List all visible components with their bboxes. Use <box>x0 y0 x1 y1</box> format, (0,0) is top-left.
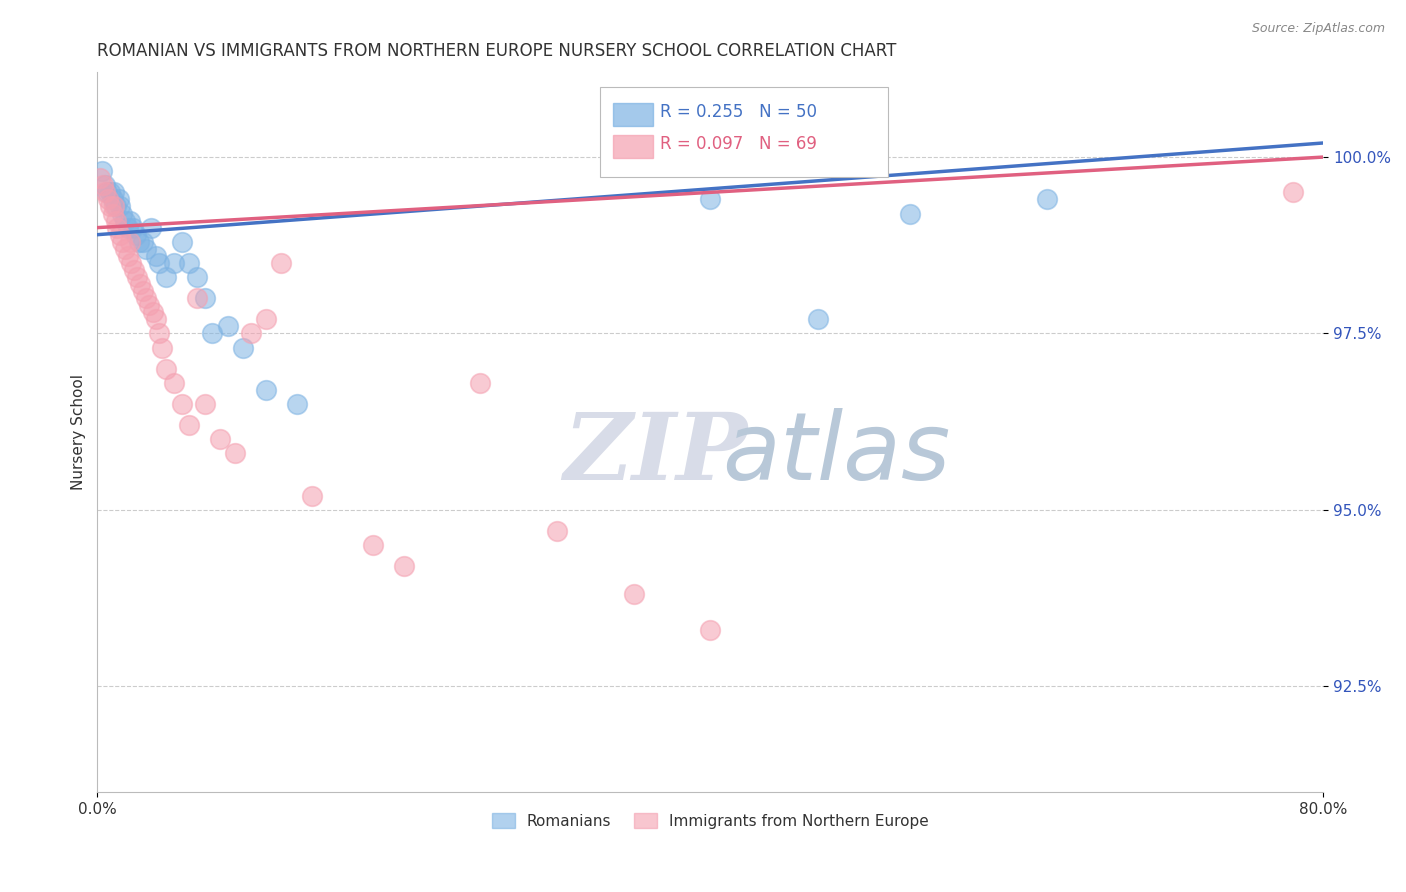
Point <box>163 376 186 390</box>
Point <box>114 242 136 256</box>
Point <box>117 249 139 263</box>
Point <box>96 186 118 200</box>
Point <box>93 178 115 193</box>
Point <box>270 256 292 270</box>
Point <box>217 319 239 334</box>
Point <box>127 270 149 285</box>
Point <box>129 277 152 291</box>
Point <box>118 235 141 249</box>
Point <box>103 186 125 200</box>
Point <box>699 193 721 207</box>
FancyBboxPatch shape <box>600 87 889 177</box>
Point <box>170 235 193 249</box>
Point <box>141 305 163 319</box>
Point <box>128 235 150 249</box>
Point <box>155 361 177 376</box>
Point <box>170 397 193 411</box>
Text: ZIP: ZIP <box>564 409 748 499</box>
Point <box>103 199 125 213</box>
Point <box>623 587 645 601</box>
Point <box>150 341 173 355</box>
Point <box>806 312 828 326</box>
Point <box>898 206 921 220</box>
Point <box>186 291 208 305</box>
Point <box>120 256 142 270</box>
Point <box>1281 186 1303 200</box>
Text: R = 0.255   N = 50: R = 0.255 N = 50 <box>659 103 817 121</box>
Point <box>194 291 217 305</box>
Point <box>546 524 568 538</box>
Point <box>163 256 186 270</box>
Legend: Romanians, Immigrants from Northern Europe: Romanians, Immigrants from Northern Euro… <box>485 806 935 835</box>
Point <box>135 291 157 305</box>
Point <box>232 341 254 355</box>
Point <box>94 178 117 193</box>
Point <box>254 312 277 326</box>
Point <box>91 164 114 178</box>
Point <box>111 206 134 220</box>
Point <box>148 326 170 341</box>
Point <box>208 432 231 446</box>
Point <box>110 227 132 242</box>
Point <box>121 220 143 235</box>
Text: ROMANIAN VS IMMIGRANTS FROM NORTHERN EUROPE NURSERY SCHOOL CORRELATION CHART: ROMANIAN VS IMMIGRANTS FROM NORTHERN EUR… <box>97 42 897 60</box>
Point <box>470 376 492 390</box>
Point <box>117 220 139 235</box>
Point <box>101 193 124 207</box>
Point <box>194 397 217 411</box>
Point <box>98 199 121 213</box>
Point <box>132 284 155 298</box>
Point <box>239 326 262 341</box>
Point <box>139 220 162 235</box>
Point <box>110 199 132 213</box>
Point <box>179 418 201 433</box>
Point <box>254 383 277 397</box>
Point <box>148 256 170 270</box>
Point <box>89 171 111 186</box>
Point <box>104 199 127 213</box>
Point <box>201 326 224 341</box>
Point <box>145 312 167 326</box>
Point <box>285 397 308 411</box>
Point <box>132 235 155 249</box>
Point <box>94 186 117 200</box>
Point <box>224 446 246 460</box>
Point <box>124 227 146 242</box>
Point <box>105 220 128 235</box>
Y-axis label: Nursery School: Nursery School <box>72 374 86 491</box>
Text: atlas: atlas <box>723 409 950 500</box>
Point <box>118 213 141 227</box>
Point <box>145 249 167 263</box>
Point <box>97 193 120 207</box>
Text: R = 0.097   N = 69: R = 0.097 N = 69 <box>659 136 817 153</box>
Point <box>111 235 134 249</box>
Point <box>179 256 201 270</box>
Point <box>104 213 127 227</box>
Point <box>1036 193 1059 207</box>
Point <box>138 298 160 312</box>
Point <box>186 270 208 285</box>
FancyBboxPatch shape <box>613 135 652 158</box>
Point <box>114 213 136 227</box>
Point <box>699 623 721 637</box>
Point <box>392 559 415 574</box>
Point <box>122 263 145 277</box>
FancyBboxPatch shape <box>613 103 652 127</box>
Point <box>107 193 129 207</box>
Point <box>135 242 157 256</box>
Text: Source: ZipAtlas.com: Source: ZipAtlas.com <box>1251 22 1385 36</box>
Point <box>101 206 124 220</box>
Point <box>98 186 121 200</box>
Point <box>301 489 323 503</box>
Point <box>361 538 384 552</box>
Point <box>155 270 177 285</box>
